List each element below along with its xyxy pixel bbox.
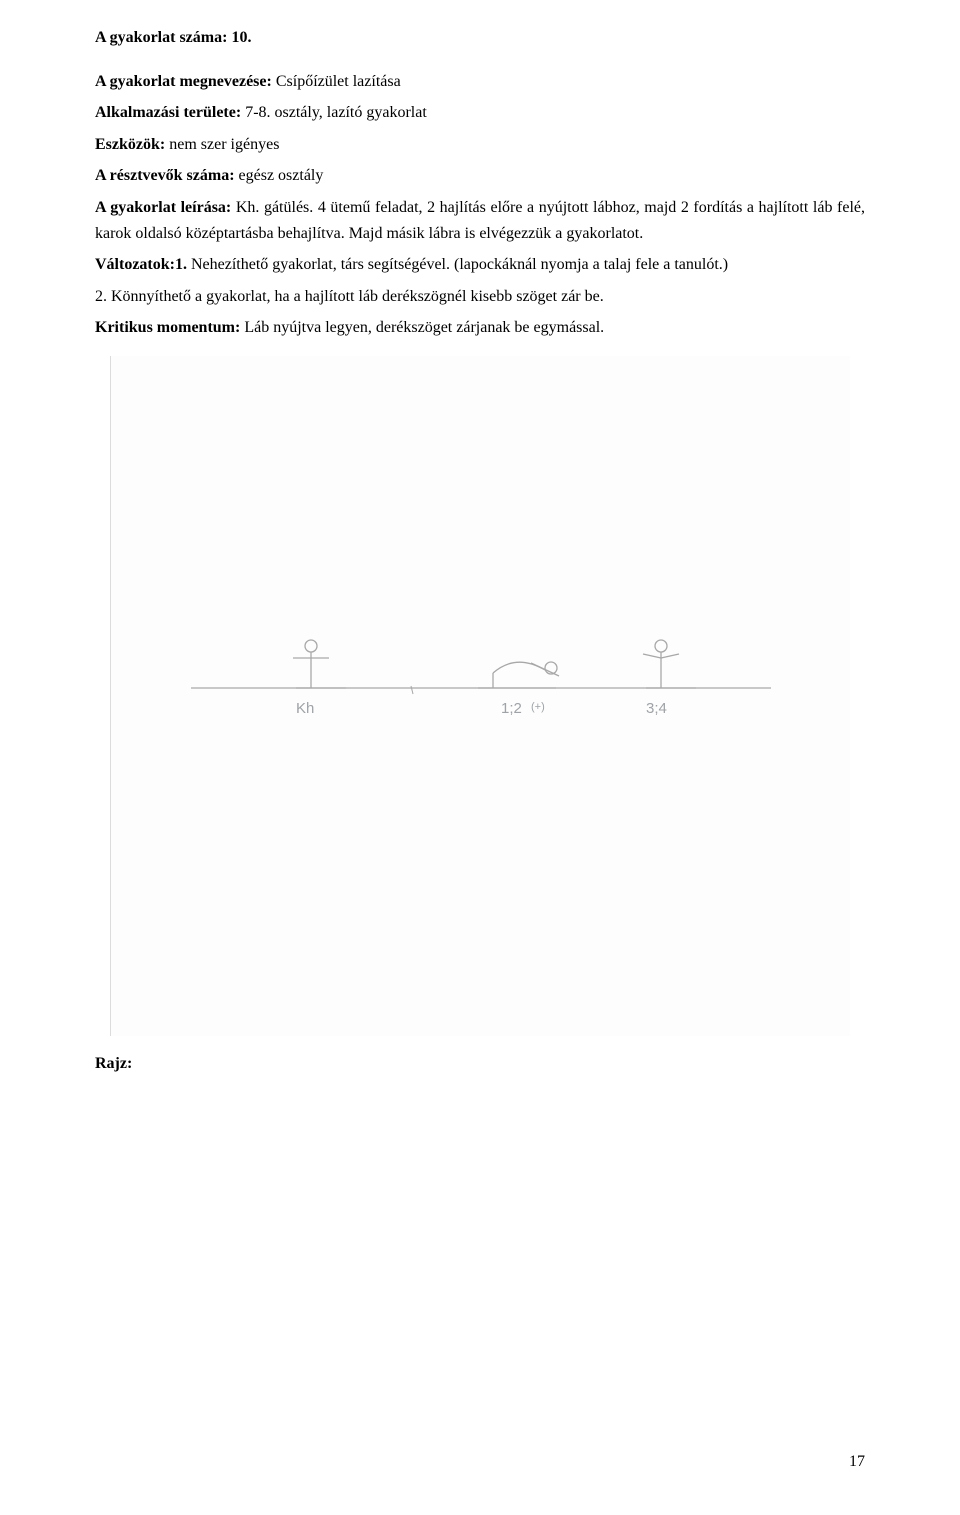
drawing-label: Rajz: xyxy=(95,1055,132,1072)
application-area-line: Alkalmazási területe: 7-8. osztály, lazí… xyxy=(95,100,865,126)
variants-line-2: 2. Könnyíthető a gyakorlat, ha a hajlíto… xyxy=(95,284,865,310)
variants-line-1: Változatok:1. Nehezíthető gyakorlat, tár… xyxy=(95,252,865,278)
critical-moment-line: Kritikus momentum: Láb nyújtva legyen, d… xyxy=(95,315,865,341)
page-number: 17 xyxy=(849,1449,865,1475)
variants-label: Változatok:1. xyxy=(95,256,187,273)
variants-value-2: 2. Könnyíthető a gyakorlat, ha a hajlíto… xyxy=(95,288,604,305)
application-area-value: 7-8. osztály, lazító gyakorlat xyxy=(241,104,427,121)
diagram-container: Kh 1;2 (+) xyxy=(95,356,865,1036)
tools-line: Eszközök: nem szer igényes xyxy=(95,132,865,158)
exercise-number-label: A gyakorlat száma: xyxy=(95,29,227,46)
exercise-name-label: A gyakorlat megnevezése: xyxy=(95,73,272,90)
participants-label: A résztvevők száma: xyxy=(95,167,235,184)
exercise-name-line: A gyakorlat megnevezése: Csípőízület laz… xyxy=(95,69,865,95)
tools-label: Eszközök: xyxy=(95,136,165,153)
diagram-label-34: 3;4 xyxy=(646,700,667,717)
variants-value-1: Nehezíthető gyakorlat, társ segítségével… xyxy=(187,256,728,273)
description-line: A gyakorlat leírása: Kh. gátülés. 4 ütem… xyxy=(95,195,865,246)
exercise-number-line: A gyakorlat száma: 10. xyxy=(95,25,865,51)
critical-moment-value: Láb nyújtva legyen, derékszöget zárjanak… xyxy=(240,319,604,336)
participants-line: A résztvevők száma: egész osztály xyxy=(95,163,865,189)
application-area-label: Alkalmazási területe: xyxy=(95,104,241,121)
diagram-area: Kh 1;2 (+) xyxy=(110,356,850,1036)
exercise-diagram: Kh 1;2 (+) xyxy=(181,618,781,748)
description-label: A gyakorlat leírása: xyxy=(95,199,231,216)
diagram-label-12: 1;2 xyxy=(501,700,522,717)
diagram-label-12-annot: (+) xyxy=(531,701,545,713)
tools-value: nem szer igényes xyxy=(165,136,279,153)
exercise-number-value: 10. xyxy=(227,29,251,46)
participants-value: egész osztály xyxy=(235,167,324,184)
diagram-label-kh: Kh xyxy=(296,700,314,717)
drawing-label-line: Rajz: xyxy=(95,1051,865,1077)
exercise-name-value: Csípőízület lazítása xyxy=(272,73,401,90)
critical-moment-label: Kritikus momentum: xyxy=(95,319,240,336)
